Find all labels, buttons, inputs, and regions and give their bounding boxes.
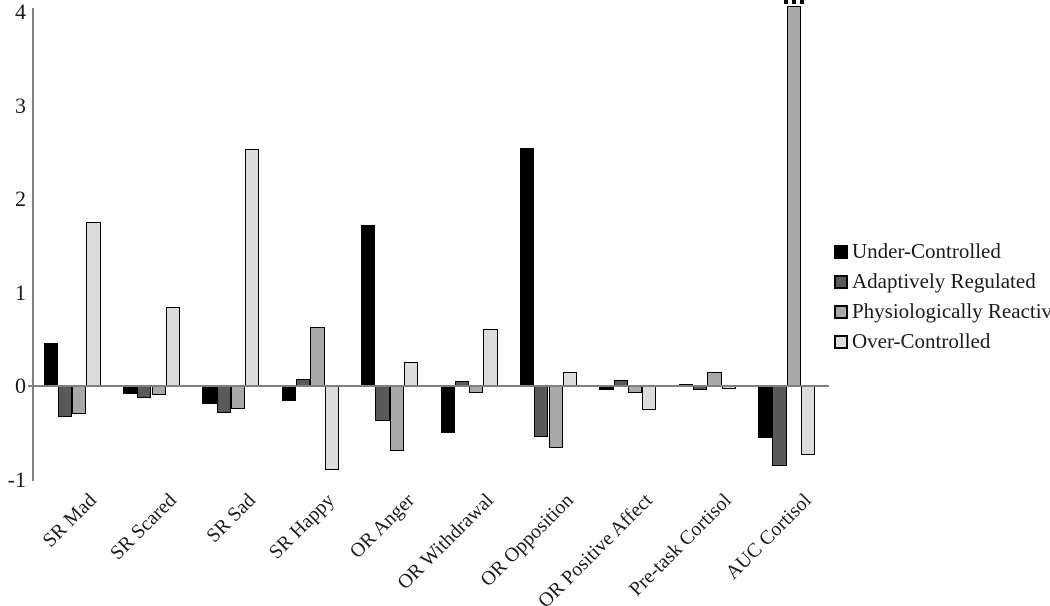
bar-over-controlled-or-anger (404, 361, 419, 386)
bar-under-controlled-sr-sad (202, 386, 217, 404)
bar-physiologically-reactive-or-positive-affect (627, 386, 643, 394)
bar-over-controlled-sr-mad (86, 222, 101, 386)
bar-under-controlled-or-opposition (519, 147, 535, 386)
bar-physiologically-reactive-or-anger (389, 386, 404, 451)
truncation-dots-icon (783, 0, 804, 4)
legend: Under-Controlled Adaptively Regulated Phys… (834, 241, 1050, 352)
bar-adaptively-regulated-sr-sad (216, 386, 231, 414)
legend-label: Under-Controlled (852, 239, 1001, 263)
bar-physiologically-reactive-pre-task-cortisol (707, 371, 722, 386)
legend-item-over-controlled: Over-Controlled (834, 331, 1050, 352)
y-axis-line (32, 8, 34, 481)
legend-label: Physiologically Reactive (852, 299, 1050, 323)
bar-over-controlled-sr-happy (324, 386, 339, 471)
bar-under-controlled-sr-scared (122, 386, 138, 395)
bar-under-controlled-sr-mad (43, 342, 58, 386)
bar-adaptively-regulated-or-anger (375, 386, 390, 421)
bar-physiologically-reactive-sr-sad (230, 386, 246, 410)
legend-label: Adaptively Regulated (852, 269, 1036, 293)
bar-physiologically-reactive-sr-happy (310, 327, 325, 386)
bar-physiologically-reactive-auc-cortisol (786, 6, 801, 386)
bar-over-controlled-auc-cortisol (801, 386, 816, 456)
bar-adaptively-regulated-sr-mad (57, 386, 73, 417)
zero-baseline (28, 385, 829, 387)
legend-item-under-controlled: Under-Controlled (834, 241, 1050, 262)
legend-item-physiologically-reactive: Physiologically Reactive (834, 301, 1050, 322)
legend-swatch-icon (834, 334, 848, 349)
bar-over-controlled-or-opposition (562, 371, 578, 386)
y-tick-label-1: 1 (15, 279, 26, 305)
y-tick-label-3: 3 (15, 92, 26, 118)
bar-adaptively-regulated-auc-cortisol (772, 386, 787, 467)
bar-over-controlled-sr-scared (165, 307, 181, 386)
bar-under-controlled-sr-happy (281, 386, 296, 401)
bar-adaptively-regulated-or-opposition (534, 386, 549, 438)
bar-over-controlled-or-positive-affect (642, 386, 657, 411)
bar-over-controlled-or-withdrawal (483, 328, 498, 386)
y-tick-label-0: 0 (15, 373, 26, 398)
bar-adaptively-regulated-sr-scared (137, 386, 152, 399)
bar-under-controlled-auc-cortisol (758, 386, 773, 439)
bar-physiologically-reactive-or-opposition (548, 386, 563, 448)
legend-swatch-icon (834, 274, 848, 289)
y-tick-label--1: -1 (7, 466, 26, 492)
bar-under-controlled-or-anger (361, 225, 376, 386)
bar-over-controlled-sr-sad (245, 148, 260, 386)
legend-swatch-icon (834, 304, 848, 319)
y-tick-label-2: 2 (15, 186, 26, 211)
legend-item-adaptively-regulated: Adaptively Regulated (834, 271, 1050, 292)
bar-under-controlled-or-withdrawal (440, 386, 455, 433)
bar-physiologically-reactive-or-withdrawal (469, 386, 484, 394)
bar-physiologically-reactive-sr-scared (151, 386, 166, 396)
legend-label: Over-Controlled (852, 329, 991, 353)
bar-physiologically-reactive-sr-mad (72, 386, 87, 415)
legend-swatch-icon (834, 244, 848, 259)
y-tick-label-4: 4 (15, 0, 26, 24)
